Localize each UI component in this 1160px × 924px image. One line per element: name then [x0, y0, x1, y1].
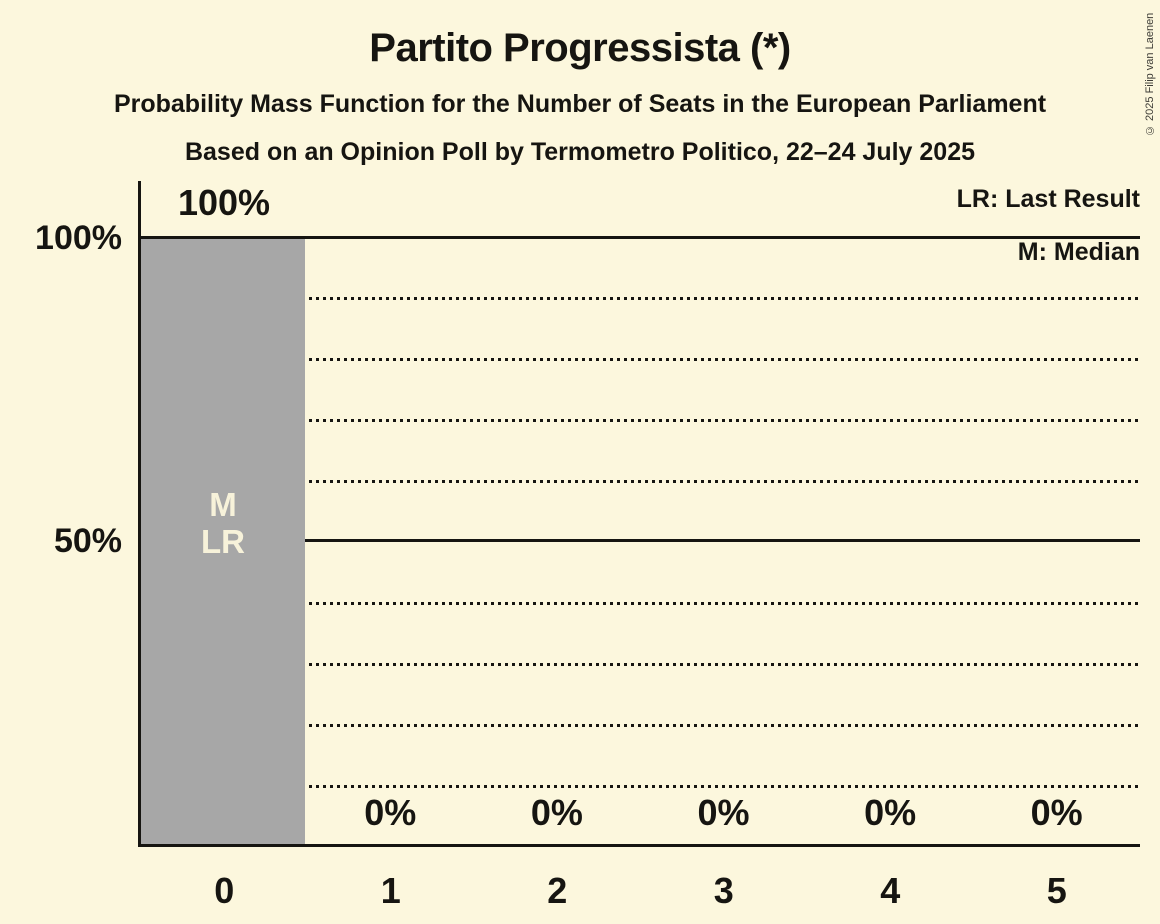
bar-annotation-median: M [209, 486, 237, 523]
gridline-dotted-70 [141, 419, 1140, 422]
y-axis-label-100: 100% [35, 219, 122, 257]
value-label-seat-5: 0% [1030, 792, 1083, 833]
gridline-dotted-20 [141, 724, 1140, 727]
x-tick-label-5: 5 [1046, 870, 1067, 911]
bar-annotation-last-result: LR [201, 523, 245, 560]
y-axis-label-50: 50% [53, 522, 122, 560]
gridline-dotted-60 [141, 480, 1140, 483]
page-title: Partito Progressista (*) [369, 26, 791, 70]
legend-last-result: LR: Last Result [956, 185, 1140, 213]
chart-subtitle: Probability Mass Function for the Number… [113, 90, 1047, 118]
poll-subtitle: Based on an Opinion Poll by Termometro P… [184, 138, 976, 166]
gridline-dotted-30 [141, 663, 1140, 666]
gridline-dotted-10 [141, 785, 1140, 788]
legend-median: M: Median [1017, 238, 1140, 266]
x-tick-label-2: 2 [547, 870, 568, 911]
gridline-dotted-80 [141, 358, 1140, 361]
copyright-notice: © 2025 Filip van Laenen [1144, 12, 1156, 136]
y-axis-line [138, 181, 141, 847]
value-label-seat-0: 100% [177, 182, 271, 223]
bar-seat-0 [141, 239, 305, 844]
value-label-seat-2: 0% [530, 792, 583, 833]
gridline-dotted-90 [141, 297, 1140, 300]
x-tick-label-0: 0 [214, 870, 235, 911]
bar-annotation-group: M LR [141, 486, 305, 560]
gridline-solid-100 [141, 236, 1140, 239]
x-tick-label-1: 1 [380, 870, 401, 911]
x-tick-label-4: 4 [880, 870, 901, 911]
x-axis-line [138, 844, 1140, 847]
value-label-seat-3: 0% [697, 792, 750, 833]
gridline-dotted-40 [141, 602, 1140, 605]
value-label-seat-4: 0% [864, 792, 917, 833]
zero-value-labels: 0% 0% 0% 0% 0% [307, 793, 1140, 833]
x-tick-label-3: 3 [713, 870, 734, 911]
value-label-seat-1: 0% [364, 792, 417, 833]
x-axis-tick-labels: 0 1 2 3 4 5 [141, 871, 1140, 911]
gridline-solid-50 [141, 539, 1140, 542]
